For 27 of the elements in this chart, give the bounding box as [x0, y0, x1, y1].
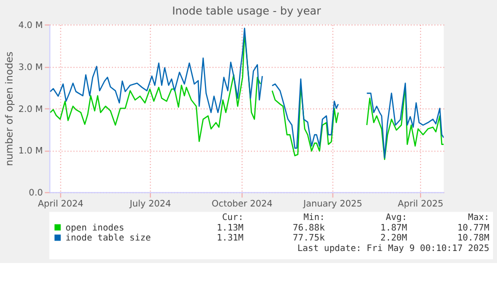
y-tick-label: 3.0 M	[18, 62, 43, 73]
text: Last update: Fri May 9 00:10:17 2025	[297, 244, 490, 254]
text: 77.75k	[292, 234, 326, 244]
x-tick-label: April 2025	[398, 199, 444, 210]
chart-title: Inode table usage - by year	[172, 4, 322, 18]
text: 1.31M	[216, 234, 244, 244]
x-tick-label: July 2024	[128, 199, 172, 210]
text: Max:	[468, 212, 490, 223]
text: 10.78M	[457, 234, 490, 244]
text: 76.88k	[292, 223, 326, 234]
y-tick-label: 1.0 M	[18, 146, 43, 157]
y-tick-label: 4.0 M	[18, 20, 43, 31]
y-tick-label: 2.0 M	[18, 104, 43, 115]
text: 1.87M	[380, 223, 408, 234]
text: 10.77M	[457, 223, 490, 234]
legend-label: open inodes	[66, 223, 124, 234]
text: 2.20M	[380, 234, 408, 244]
x-tick-label: April 2024	[38, 199, 84, 210]
text: Avg:	[386, 212, 408, 223]
text: 1.13M	[216, 223, 244, 234]
y-axis-title: number of open inodes	[4, 52, 16, 166]
y-tick-label: 0.0	[28, 188, 44, 199]
text: Min:	[303, 212, 325, 223]
legend-label: inode table size	[66, 234, 151, 244]
x-tick-label: October 2024	[212, 199, 273, 210]
x-tick-label: January 2025	[302, 199, 362, 210]
text: Cur:	[222, 212, 244, 223]
